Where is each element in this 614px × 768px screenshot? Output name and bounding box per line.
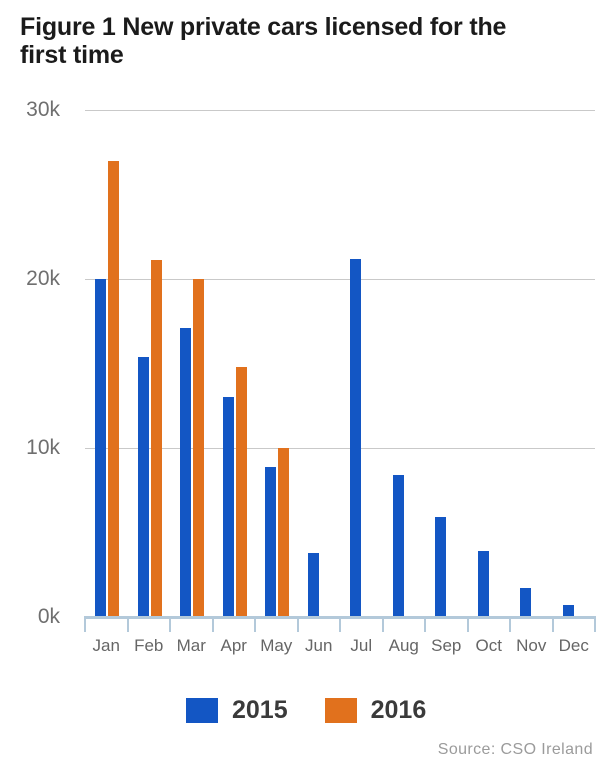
legend-label-2016: 2016: [370, 696, 427, 724]
x-axis-label-Feb: Feb: [134, 636, 164, 655]
x-axis-label-Jul: Jul: [350, 636, 373, 655]
x-axis-label-Oct: Oct: [475, 636, 502, 655]
legend-swatch-2015: [186, 698, 218, 723]
x-axis-tick: [424, 616, 426, 632]
x-axis-label-Mar: Mar: [176, 636, 206, 655]
bar-2015-May: [265, 466, 276, 617]
x-axis-label-Apr: Apr: [220, 636, 247, 655]
x-axis-tick: [126, 616, 129, 632]
x-axis-tick: [296, 616, 299, 632]
gridline-30k: [85, 110, 595, 111]
x-axis-tick: [381, 616, 384, 632]
bar-2015-Aug: [392, 475, 404, 617]
bar-chart-plot-area: 0k 10k 20k 30k Jan Feb Mar Apr May Jun Jul Aug Sep Oc…: [26, 98, 596, 655]
x-axis-label-Nov: Nov: [516, 636, 547, 655]
bar-2016-Mar: [193, 279, 204, 617]
bar-2015-Dec: [562, 605, 574, 617]
y-axis-label-10k: 10k: [26, 436, 60, 459]
y-axis-label-30k: 30k: [26, 98, 60, 121]
x-axis-tick: [84, 616, 86, 632]
legend-label-2015: 2015: [232, 696, 288, 724]
bar-2016-Jan: [108, 160, 119, 617]
bar-2015-Oct: [477, 551, 489, 617]
chart-title-line2: first time: [20, 41, 124, 69]
chart-title-line1: Figure 1 New private cars licensed for t…: [20, 13, 507, 41]
x-axis-tick: [594, 616, 596, 632]
legend-swatch-2016: [324, 698, 357, 723]
y-axis-label-0k: 0k: [37, 605, 60, 628]
bar-2016-May: [278, 448, 289, 617]
x-axis-tick: [551, 616, 554, 632]
x-axis-label-Dec: Dec: [558, 636, 589, 655]
y-axis-label-20k: 20k: [26, 267, 60, 290]
x-axis-label-Jan: Jan: [92, 636, 120, 655]
gridline-20k: [85, 279, 595, 280]
x-axis-tick: [211, 616, 214, 632]
x-axis-label-Aug: Aug: [388, 636, 419, 655]
x-axis-tick: [339, 616, 341, 632]
legend-item-2015: 2015: [186, 696, 288, 725]
x-axis-tick: [509, 616, 511, 632]
chart-title: Figure 1 New private cars licensed for t…: [20, 13, 506, 69]
x-axis-tick: [254, 616, 256, 632]
bar-2015-Sep: [435, 517, 446, 617]
x-axis-label-May: May: [260, 636, 293, 655]
bar-2015-Feb: [137, 356, 149, 617]
chart-legend: 2015 2016: [186, 696, 426, 725]
bar-2016-Apr: [235, 366, 247, 617]
bar-2016-Feb: [150, 260, 162, 617]
bar-2015-Jun: [307, 552, 319, 617]
x-axis-tick: [169, 616, 171, 632]
x-axis-label-Sep: Sep: [431, 636, 462, 655]
source-attribution: Source: CSO Ireland: [437, 741, 593, 758]
bar-2015-Nov: [520, 588, 531, 617]
gridline-10k: [85, 448, 595, 449]
bar-2015-Apr: [222, 397, 234, 617]
legend-item-2016: 2016: [324, 696, 427, 725]
bar-2015-Mar: [180, 328, 191, 617]
x-axis-tick: [466, 616, 469, 632]
bar-2015-Jan: [95, 279, 106, 617]
x-axis-label-Jun: Jun: [305, 636, 333, 655]
bar-2015-Jul: [350, 258, 361, 617]
